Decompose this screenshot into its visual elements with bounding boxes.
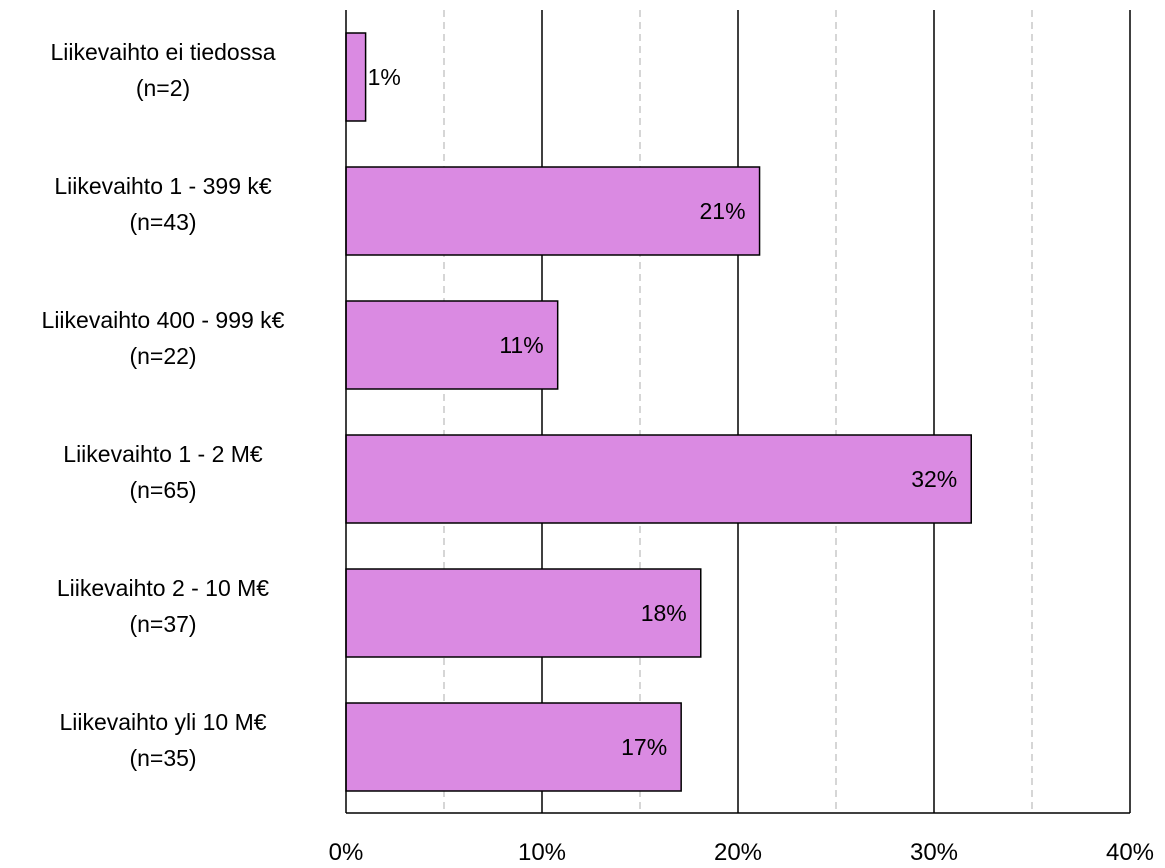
category-label: Liikevaihto 1 - 399 k€ (54, 173, 272, 199)
category-label: Liikevaihto yli 10 M€ (59, 709, 266, 735)
bar (345, 568, 702, 658)
category-label: (n=22) (129, 343, 196, 369)
bar (345, 166, 761, 256)
data-label: 1% (368, 64, 401, 90)
bar (345, 32, 367, 122)
category-label: Liikevaihto ei tiedossa (50, 39, 275, 65)
bars (345, 32, 972, 792)
category-label: (n=65) (129, 477, 196, 503)
data-label: 11% (499, 332, 543, 358)
bar (345, 702, 682, 792)
data-label: 21% (700, 198, 746, 224)
x-tick-label: 40% (1106, 839, 1154, 866)
bar (345, 434, 972, 524)
x-tick-label: 30% (910, 839, 958, 866)
category-label: (n=37) (129, 611, 196, 637)
category-label: (n=43) (129, 209, 196, 235)
data-label: 32% (911, 466, 957, 492)
category-label: Liikevaihto 400 - 999 k€ (42, 307, 285, 333)
category-label: Liikevaihto 1 - 2 M€ (63, 441, 263, 467)
grid-lines (443, 10, 1131, 813)
axes (345, 10, 1130, 814)
category-label: Liikevaihto 2 - 10 M€ (57, 575, 269, 601)
category-label: (n=35) (129, 745, 196, 771)
x-tick-label: 10% (518, 839, 566, 866)
bar (345, 300, 559, 390)
category-label: (n=2) (136, 75, 190, 101)
labels: 1% Liikevaihto ei tiedossa (n=2) 21% Liikeva… (42, 39, 1154, 866)
x-tick-label: 20% (714, 839, 762, 866)
data-label: 18% (641, 600, 687, 626)
x-tick-label: 0% (329, 839, 364, 866)
data-label: 17% (621, 734, 667, 760)
